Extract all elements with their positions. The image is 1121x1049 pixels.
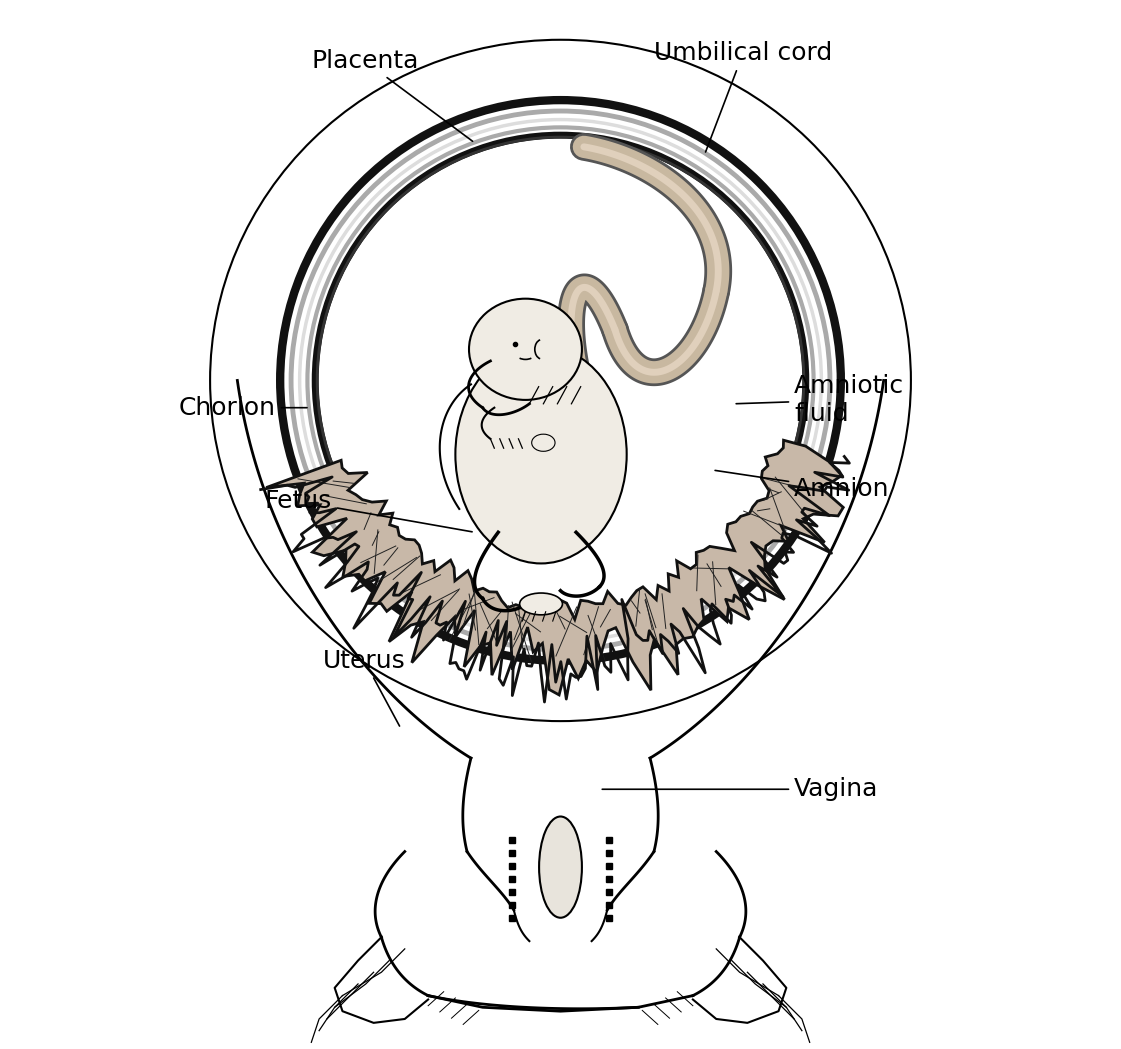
Text: Fetus: Fetus: [265, 489, 472, 532]
Text: Amniotic
fluid: Amniotic fluid: [736, 374, 905, 426]
Ellipse shape: [327, 147, 794, 614]
Text: Vagina: Vagina: [602, 777, 879, 801]
Ellipse shape: [520, 593, 563, 615]
Ellipse shape: [210, 40, 911, 721]
Ellipse shape: [469, 299, 582, 400]
Polygon shape: [266, 441, 843, 694]
Text: Uterus: Uterus: [323, 648, 406, 726]
Text: Amnion: Amnion: [715, 470, 890, 501]
Text: Placenta: Placenta: [312, 49, 473, 142]
Text: Umbilical cord: Umbilical cord: [654, 41, 832, 152]
Text: Chorion: Chorion: [179, 395, 307, 420]
Ellipse shape: [455, 345, 627, 563]
Ellipse shape: [539, 816, 582, 918]
